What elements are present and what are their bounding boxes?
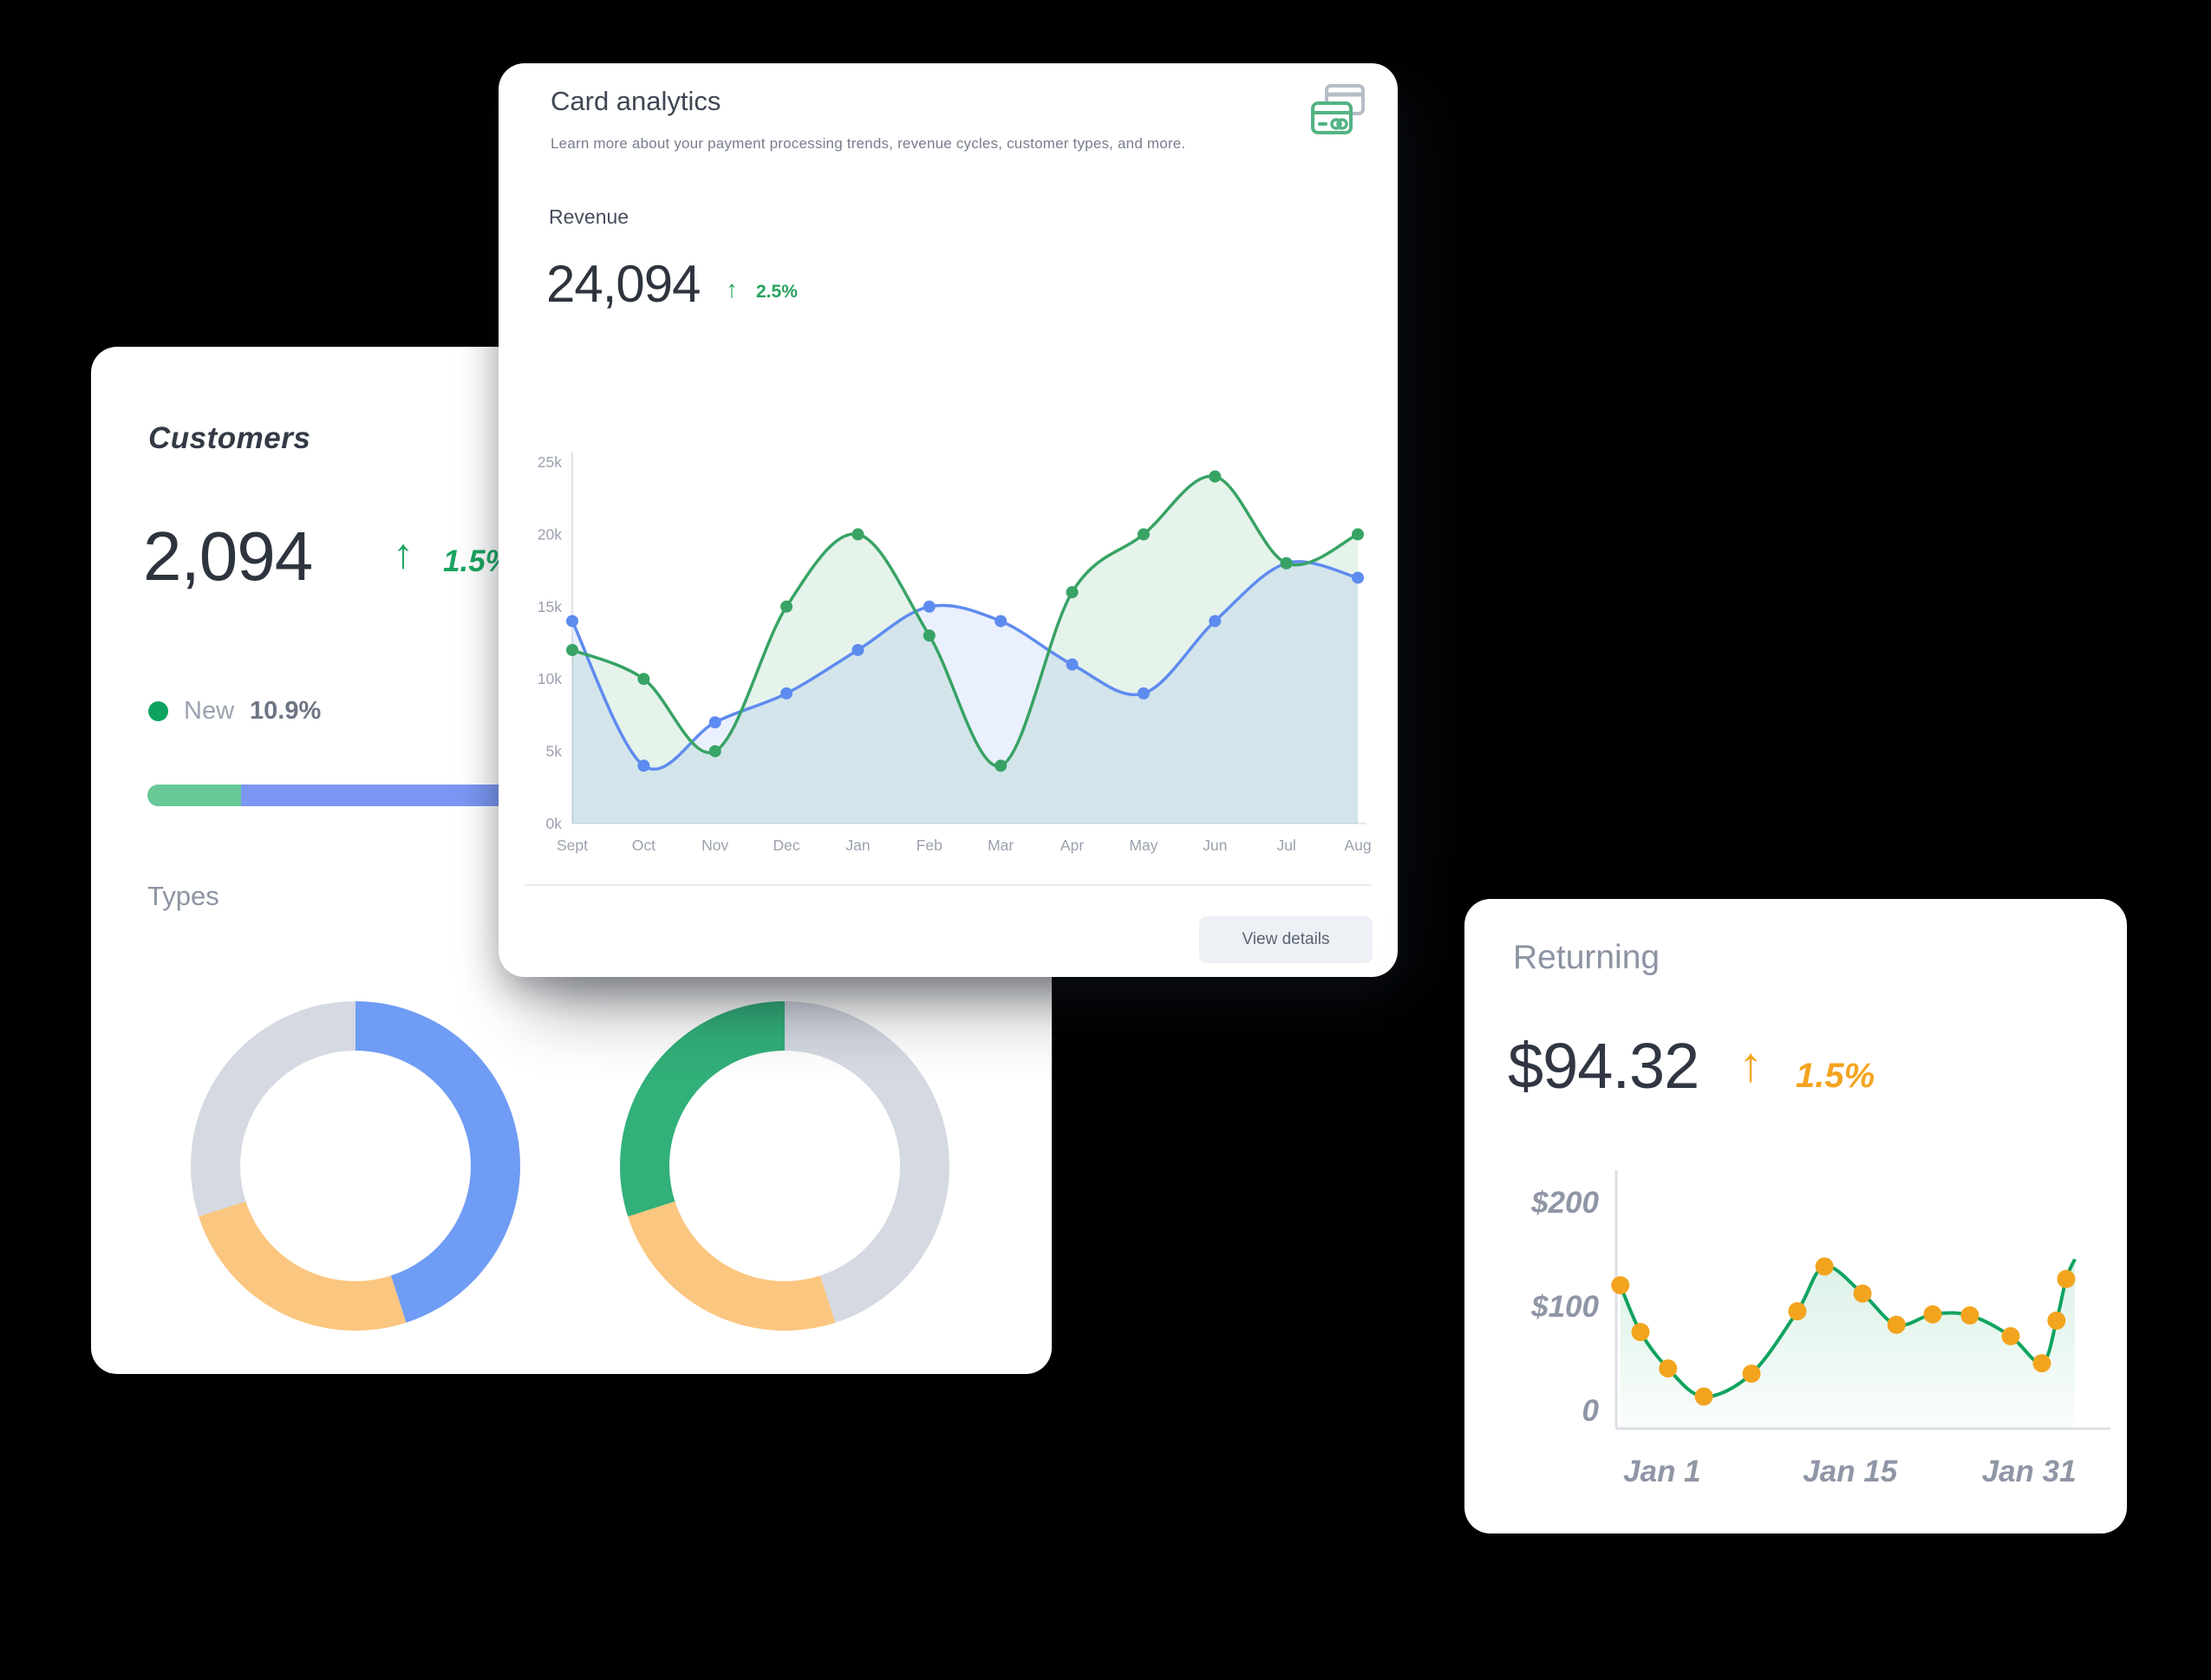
footer-divider [525, 884, 1372, 886]
revenue-value: 24,094 [546, 255, 701, 313]
new-legend: New 10.9% [148, 697, 321, 726]
up-arrow-icon: ↑ [1738, 1037, 1763, 1091]
svg-text:Aug: Aug [1344, 837, 1371, 854]
svg-text:Oct: Oct [632, 837, 655, 854]
returning-value: $94.32 [1508, 1030, 1699, 1102]
card-analytics-subtitle: Learn more about your payment processing… [551, 135, 1186, 152]
svg-text:$200: $200 [1530, 1186, 1599, 1220]
svg-text:25k: 25k [538, 453, 562, 471]
returning-delta: 1.5% [1796, 1057, 1875, 1095]
svg-text:15k: 15k [538, 598, 562, 615]
returning-chart: 0 $100 $200 Jan 1 Jan 15 Jan 31 [1530, 1170, 2110, 1488]
svg-text:10k: 10k [538, 670, 562, 687]
revenue-label: Revenue [549, 205, 629, 228]
svg-text:Feb: Feb [916, 837, 942, 854]
customers-value: 2,094 [143, 518, 313, 595]
up-arrow-icon: ↑ [393, 531, 414, 577]
card-analytics-title: Card analytics [551, 86, 721, 116]
svg-text:Jul: Jul [1276, 837, 1295, 854]
types-donut-right [620, 1001, 949, 1331]
returning-title: Returning [1513, 939, 1660, 976]
green-dot-icon [148, 701, 168, 721]
card-analytics-card: Card analytics Learn more about your pay… [499, 63, 1398, 977]
revenue-chart: 0k 5k 10k 15k 20k 25k Sept Oct Nov Dec Jan Feb Mar Ap… [538, 452, 1372, 854]
types-donut-left [191, 1001, 520, 1331]
svg-text:20k: 20k [538, 525, 562, 543]
customers-title: Customers [148, 421, 311, 455]
svg-text:Jan 31: Jan 31 [1982, 1455, 2077, 1488]
svg-text:Jan 15: Jan 15 [1803, 1455, 1897, 1488]
credit-card-icon [1311, 84, 1365, 134]
revenue-delta: 2.5% [756, 282, 798, 302]
svg-text:Nov: Nov [701, 837, 728, 854]
svg-text:Jun: Jun [1203, 837, 1227, 854]
svg-text:Apr: Apr [1060, 837, 1084, 854]
svg-text:Jan: Jan [845, 837, 870, 854]
svg-text:5k: 5k [546, 743, 563, 760]
svg-text:$100: $100 [1530, 1290, 1599, 1324]
svg-text:0: 0 [1582, 1394, 1600, 1428]
svg-text:May: May [1129, 837, 1158, 854]
up-arrow-icon: ↑ [726, 276, 738, 303]
new-label: New [184, 697, 235, 725]
svg-text:0k: 0k [546, 815, 563, 832]
new-percent: 10.9% [250, 697, 322, 725]
view-details-button[interactable]: View details [1199, 916, 1373, 963]
svg-text:Sept: Sept [557, 837, 588, 854]
svg-text:Dec: Dec [773, 837, 800, 854]
svg-text:Mar: Mar [988, 837, 1014, 854]
returning-card: Returning $94.32 ↑ 1.5% 0 $100 $200 Jan 1 Ja… [1464, 899, 2127, 1533]
svg-text:Jan 1: Jan 1 [1623, 1455, 1701, 1488]
progress-green [147, 785, 242, 806]
types-label: Types [147, 881, 219, 911]
